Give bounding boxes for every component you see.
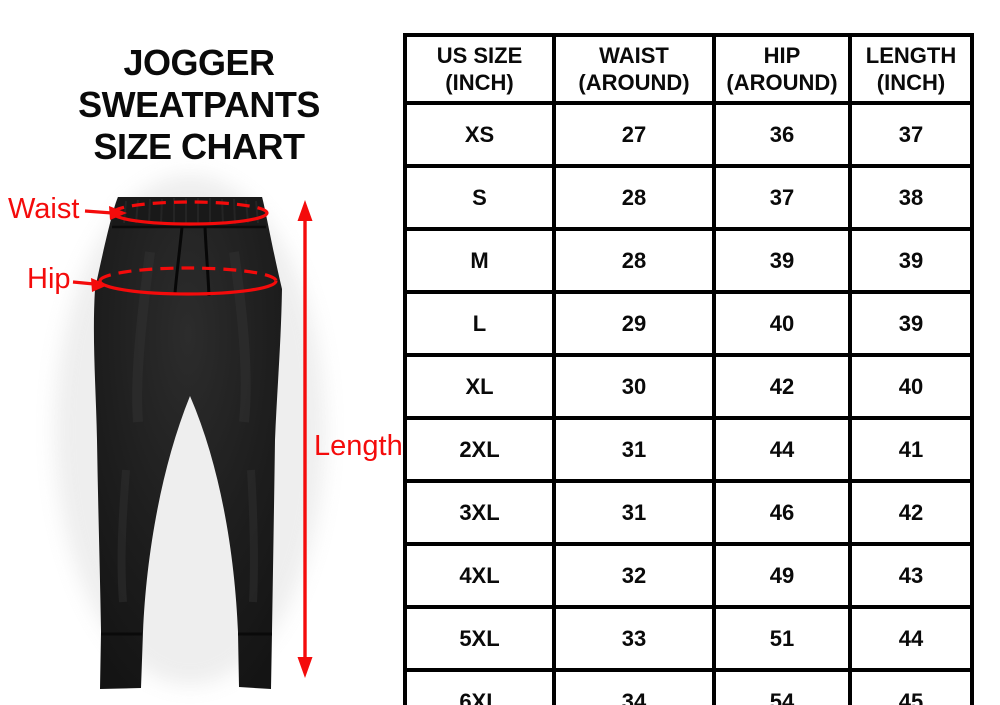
header-line: (INCH) <box>445 70 514 95</box>
page-title: JOGGER SWEATPANTS SIZE CHART <box>0 42 398 168</box>
size-cell: XS <box>403 101 556 168</box>
length-label: Length <box>314 430 403 462</box>
size-cell: 6XL <box>403 668 556 705</box>
column-header-hip: HIP (AROUND) <box>712 33 852 105</box>
page-title-line1: JOGGER SWEATPANTS <box>78 42 320 125</box>
size-cell: M <box>403 227 556 294</box>
header-line: (AROUND) <box>726 70 838 95</box>
size-cell: 4XL <box>403 542 556 609</box>
column-header-us-size: US SIZE (INCH) <box>403 33 556 105</box>
header-row: US SIZE (INCH) WAIST (AROUND) HIP (AROUN… <box>403 33 974 105</box>
length-cell: 38 <box>848 164 974 231</box>
header-line: (AROUND) <box>578 70 690 95</box>
hip-cell: 39 <box>712 227 852 294</box>
table-row: 4XL 32 49 43 <box>403 542 974 609</box>
table-row: 2XL 31 44 41 <box>403 416 974 483</box>
length-cell: 41 <box>848 416 974 483</box>
waist-cell: 27 <box>552 101 716 168</box>
waist-cell: 28 <box>552 164 716 231</box>
length-cell: 45 <box>848 668 974 705</box>
waist-cell: 32 <box>552 542 716 609</box>
hip-cell: 37 <box>712 164 852 231</box>
waist-cell: 31 <box>552 416 716 483</box>
size-cell: 5XL <box>403 605 556 672</box>
hip-measure-ellipse <box>98 266 278 296</box>
size-cell: XL <box>403 353 556 420</box>
length-cell: 42 <box>848 479 974 546</box>
length-cell: 40 <box>848 353 974 420</box>
header-line: HIP <box>763 43 801 68</box>
waist-cell: 30 <box>552 353 716 420</box>
column-header-length: LENGTH (INCH) <box>848 33 974 105</box>
table-row: S 28 37 38 <box>403 164 974 231</box>
waist-arrow-icon <box>84 206 127 220</box>
table-row: M 28 39 39 <box>403 227 974 294</box>
table-row: 5XL 33 51 44 <box>403 605 974 672</box>
drawstring <box>173 226 211 297</box>
hip-cell: 54 <box>712 668 852 705</box>
size-table-header: US SIZE (INCH) WAIST (AROUND) HIP (AROUN… <box>403 33 974 105</box>
hip-cell: 49 <box>712 542 852 609</box>
length-cell: 39 <box>848 290 974 357</box>
pants-figure: Waist Hip Length <box>0 0 403 705</box>
pants-silhouette <box>93 197 282 689</box>
waist-cell: 34 <box>552 668 716 705</box>
table-row: 6XL 34 54 45 <box>403 668 974 705</box>
waist-cell: 33 <box>552 605 716 672</box>
table-row: XS 27 36 37 <box>403 101 974 168</box>
table-row: 3XL 31 46 42 <box>403 479 974 546</box>
hip-cell: 44 <box>712 416 852 483</box>
waist-measure-ellipse <box>111 200 269 226</box>
hip-arrow-icon <box>72 278 108 292</box>
waist-cell: 28 <box>552 227 716 294</box>
page-title-line2: SIZE CHART <box>93 126 306 167</box>
header-line: (INCH) <box>876 70 946 95</box>
hip-cell: 46 <box>712 479 852 546</box>
hip-cell: 40 <box>712 290 852 357</box>
size-cell: L <box>403 290 556 357</box>
length-cell: 37 <box>848 101 974 168</box>
waist-cell: 29 <box>552 290 716 357</box>
hip-cell: 36 <box>712 101 852 168</box>
header-line: LENGTH <box>865 43 957 68</box>
size-table-body: XS 27 36 37 S 28 37 38 M 28 39 39 L 29 40 39 XL 30 42 40 2XL… <box>403 101 974 705</box>
header-line: US SIZE <box>436 43 523 68</box>
size-cell: 2XL <box>403 416 556 483</box>
hip-cell: 42 <box>712 353 852 420</box>
header-line: WAIST <box>599 43 669 68</box>
length-arrow-icon <box>297 200 313 678</box>
waist-cell: 31 <box>552 479 716 546</box>
size-table: US SIZE (INCH) WAIST (AROUND) HIP (AROUN… <box>403 33 974 705</box>
table-row: XL 30 42 40 <box>403 353 974 420</box>
jogger-pants-illustration <box>55 175 325 689</box>
column-header-waist: WAIST (AROUND) <box>552 33 716 105</box>
size-cell: 3XL <box>403 479 556 546</box>
length-cell: 43 <box>848 542 974 609</box>
length-cell: 44 <box>848 605 974 672</box>
waist-label: Waist <box>8 193 80 225</box>
hip-label: Hip <box>27 263 71 295</box>
size-cell: S <box>403 164 556 231</box>
hip-cell: 51 <box>712 605 852 672</box>
table-row: L 29 40 39 <box>403 290 974 357</box>
length-cell: 39 <box>848 227 974 294</box>
